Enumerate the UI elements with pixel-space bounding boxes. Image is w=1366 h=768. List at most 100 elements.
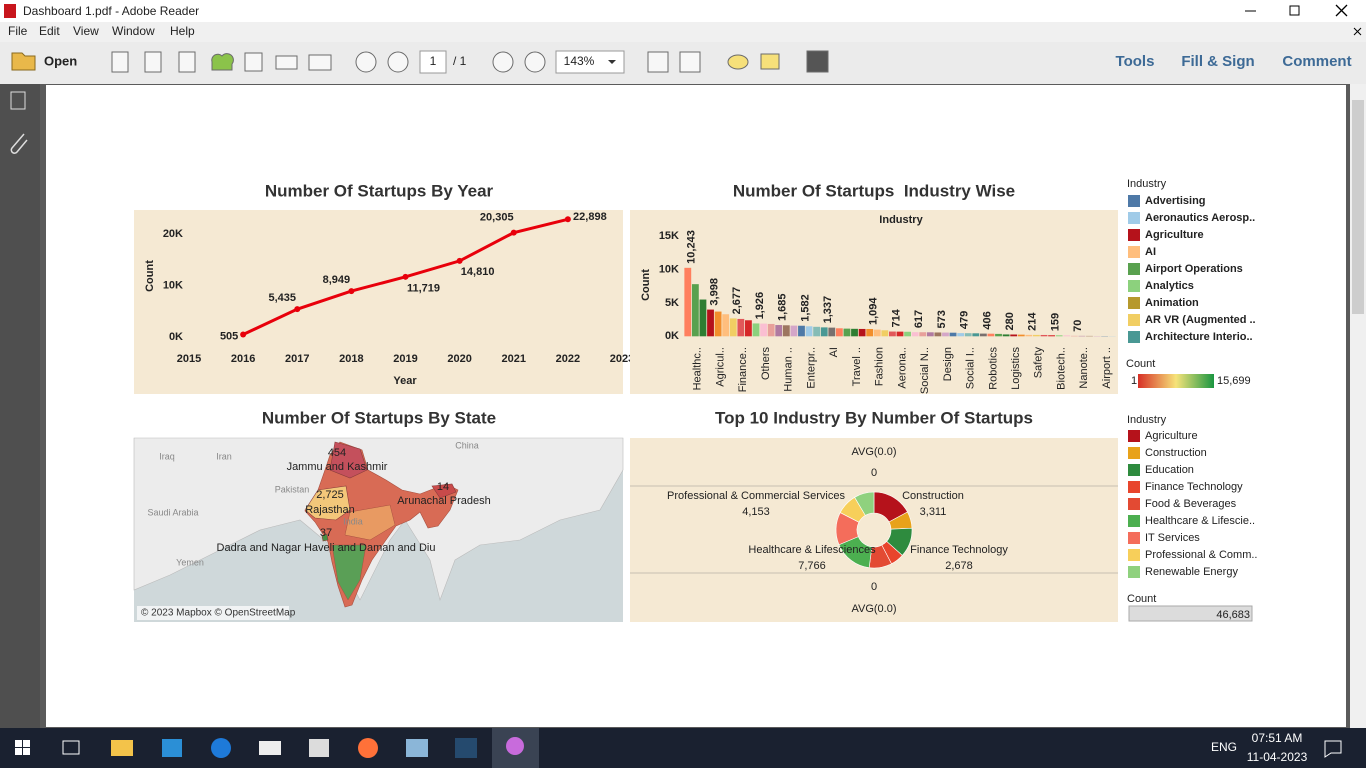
comment-icon[interactable] — [727, 54, 749, 70]
reader-icon[interactable] — [506, 737, 524, 755]
doc-close[interactable] — [1353, 27, 1362, 36]
edit-icon[interactable] — [178, 51, 196, 73]
panel-button[interactable]: Fill & Sign — [1181, 53, 1254, 70]
toolbar-icons — [111, 50, 829, 73]
bar — [835, 328, 843, 337]
pages-icon[interactable] — [10, 91, 26, 110]
bar — [934, 332, 942, 337]
close-button[interactable] — [1335, 4, 1348, 17]
pdf-icon[interactable] — [144, 51, 162, 73]
bar — [1002, 334, 1010, 337]
notifications[interactable] — [1324, 740, 1342, 758]
language[interactable]: ENG — [1211, 740, 1237, 754]
zoom-in[interactable] — [524, 51, 546, 73]
bar — [979, 333, 987, 337]
menu-item[interactable]: Edit — [39, 24, 60, 38]
bar — [745, 320, 752, 337]
mail-icon[interactable] — [259, 741, 281, 755]
bar — [691, 284, 699, 337]
legend-label: Advertising — [1145, 195, 1206, 207]
open-icon[interactable] — [11, 52, 36, 71]
scale-max: 15,699 — [1217, 375, 1251, 387]
data-label: 11,719 — [407, 283, 440, 295]
zoom-out[interactable] — [492, 51, 514, 73]
page-number: 1 — [430, 54, 437, 68]
count-bar — [1128, 605, 1253, 622]
email-icon[interactable] — [308, 54, 332, 71]
bar — [820, 327, 828, 337]
x-tick-label: Healthc.. — [692, 347, 704, 390]
panel-button[interactable]: Tools — [1116, 53, 1155, 70]
point — [402, 273, 409, 280]
x-tick-label: Aerona.. — [896, 347, 908, 389]
x-tick-label: 2018 — [339, 353, 363, 365]
print-icon[interactable] — [275, 55, 298, 70]
explorer-icon[interactable] — [111, 740, 133, 756]
bar — [813, 326, 821, 337]
fit-width[interactable] — [679, 51, 701, 73]
data-label: 10,243 — [686, 230, 698, 264]
menu-bar — [0, 22, 1366, 42]
x-tick-label: Nanote.. — [1078, 347, 1090, 389]
page-count: / 1 — [453, 54, 467, 68]
x-tick-label: 2021 — [502, 353, 526, 365]
x-axis-label: Year — [393, 375, 417, 387]
bar — [919, 332, 927, 337]
slice-value: 2,678 — [945, 560, 973, 572]
restore-button[interactable] — [1289, 5, 1300, 16]
bar — [995, 333, 1002, 337]
slice-name: Professional & Commercial Services — [667, 490, 845, 502]
app-icon-2[interactable] — [162, 739, 182, 757]
menu-item[interactable]: File — [8, 24, 28, 38]
x-tick-label: Enterpr.. — [805, 347, 817, 389]
y-tick-label: 0K — [665, 330, 679, 342]
data-label: 1,926 — [754, 292, 766, 320]
clock-date[interactable]: 11-04-2023 — [1247, 750, 1308, 764]
create-icon[interactable] — [111, 51, 129, 73]
slice-name: Finance Technology — [910, 544, 1008, 556]
menu-item[interactable]: View — [73, 24, 99, 38]
open-button[interactable]: Open — [44, 53, 77, 68]
start-button[interactable] — [15, 740, 30, 755]
fullscreen-icon[interactable] — [806, 50, 829, 73]
attachment-icon[interactable] — [10, 133, 28, 154]
region-value: 454 — [328, 447, 346, 459]
legend-label: Healthcare & Lifescie.. — [1145, 515, 1255, 527]
slice — [854, 491, 875, 516]
page-input[interactable] — [419, 50, 447, 74]
edge-icon[interactable] — [211, 738, 231, 758]
firefox-icon[interactable] — [358, 738, 378, 758]
bar — [1040, 334, 1048, 337]
upload-icon[interactable] — [211, 53, 234, 71]
scale-title: Count — [1126, 358, 1155, 370]
legend-swatch — [1128, 464, 1140, 476]
bar — [851, 328, 858, 337]
zoom-box[interactable] — [555, 50, 625, 74]
task-view[interactable] — [62, 740, 80, 755]
next-page[interactable] — [387, 51, 409, 73]
data-label: 280 — [1004, 312, 1016, 330]
fit-page[interactable] — [647, 51, 669, 73]
prev-page[interactable] — [355, 51, 377, 73]
clock-time[interactable]: 07:51 AM — [1252, 731, 1303, 745]
menu-item[interactable]: Help — [170, 24, 195, 38]
y-tick-label: 5K — [665, 297, 679, 309]
bar — [828, 327, 836, 337]
app-icon-3[interactable] — [406, 739, 428, 757]
legend-label: Food & Beverages — [1145, 498, 1237, 510]
bar — [896, 331, 904, 337]
app-icon-4[interactable] — [455, 738, 477, 758]
data-label: 1,337 — [822, 296, 834, 324]
highlight-icon[interactable] — [760, 53, 780, 70]
chart-panel — [630, 210, 1118, 394]
legend-swatch — [1128, 331, 1140, 343]
panel-button[interactable]: Comment — [1282, 53, 1351, 70]
save-icon[interactable] — [244, 52, 263, 72]
bar — [805, 326, 813, 337]
store-icon[interactable] — [309, 739, 329, 757]
menu-item[interactable]: Window — [112, 24, 155, 38]
scroll-thumb[interactable] — [1352, 100, 1364, 314]
zoom-dropdown[interactable] — [608, 60, 616, 64]
bar — [957, 333, 965, 337]
data-label: 5,435 — [268, 292, 296, 304]
